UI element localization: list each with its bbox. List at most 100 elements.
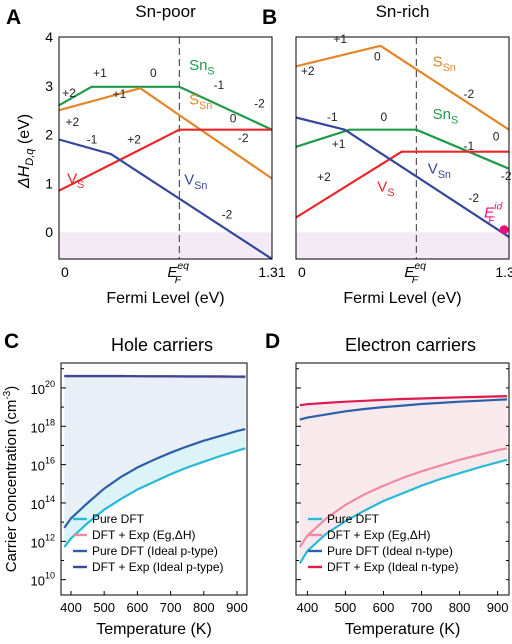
- series-label: SSn: [433, 53, 456, 74]
- x-tick-label: 600: [373, 600, 395, 615]
- charge-label: -2: [222, 208, 233, 222]
- legend-label: DFT + Exp (Ideal n-type): [327, 560, 459, 574]
- charge-label: +1: [113, 87, 127, 101]
- x-tick-label: 500: [335, 600, 357, 615]
- x-axis-label: Fermi Level (eV): [343, 290, 461, 307]
- chart-panel-d: 400 500 600 700 800 900 Temperature (K) Electro…: [295, 335, 510, 638]
- x-tick-label: 0: [61, 264, 69, 280]
- x-tick-label: 400: [60, 600, 82, 615]
- charge-label: -2: [463, 87, 474, 101]
- x-tick-label: 800: [193, 600, 215, 615]
- charge-label: 0: [374, 49, 381, 63]
- series-label: SnS: [433, 106, 459, 127]
- chart-panel-c: 400 500 600 700 800 900 Temperature (K) 1010 101…: [2, 335, 248, 638]
- series-line: [64, 374, 246, 378]
- charge-label: -1: [327, 110, 338, 124]
- panel-letter-d: D: [265, 330, 280, 353]
- series-line: [298, 447, 508, 548]
- charge-label: +1: [333, 32, 347, 46]
- charge-label: 0: [150, 66, 157, 80]
- series-label: SnS: [189, 57, 215, 78]
- legend-label: Pure DFT (Ideal n-type): [327, 544, 453, 558]
- band-gap-shade: [296, 232, 509, 259]
- series-label: VS: [377, 179, 394, 200]
- series-line-sn-s: [295, 128, 510, 170]
- x-axis-label: Temperature (K): [345, 621, 461, 638]
- x-tick-label: 900: [487, 600, 509, 615]
- charge-label: 0: [493, 129, 500, 143]
- legend-label: DFT + Exp (Ideal p-type): [92, 560, 224, 574]
- charge-label: +2: [301, 64, 315, 78]
- legend-label: Pure DFT: [92, 512, 145, 526]
- charge-label: +2: [62, 86, 76, 100]
- panel-title: Electron carriers: [345, 335, 476, 355]
- panel-title: Sn-rich: [376, 2, 430, 21]
- charge-label: -2: [501, 169, 512, 183]
- series-line: [63, 447, 246, 548]
- legend-label: DFT + Exp (Eg,ΔH): [92, 528, 195, 542]
- y-tick-label: 0: [45, 224, 53, 240]
- y-tick-label: 2: [45, 127, 53, 143]
- series-line-s-sn: [58, 87, 273, 180]
- chart-panel-b: +1 +2 0 -2 -1 0 -1 0 -2 +1 +2 -2 SSn SnS VS VSn Eid F Sn-r…: [295, 2, 512, 307]
- series-line: [298, 458, 508, 564]
- series-line: [299, 398, 508, 421]
- charge-label: 0: [381, 110, 388, 124]
- series-line: [299, 395, 508, 407]
- x-tick-label: 0: [298, 264, 306, 280]
- y-tick-label: 1018: [31, 417, 55, 435]
- shaded-region: [64, 429, 246, 548]
- charge-label: +2: [66, 115, 80, 129]
- plot-frame: [60, 362, 248, 596]
- x-tick-label: 700: [411, 600, 433, 615]
- charge-label: +1: [93, 66, 107, 80]
- y-tick-label: 1020: [31, 379, 55, 397]
- y-tick-label: 1010: [31, 571, 55, 589]
- legend-label: Pure DFT: [327, 512, 380, 526]
- y-tick-label: 1012: [31, 532, 55, 550]
- y-tick-label: 1: [45, 175, 53, 191]
- ef-eq-tick-label: Eeq F: [404, 260, 426, 286]
- charge-label: -2: [254, 97, 265, 111]
- x-tick-label: 1.31: [258, 264, 285, 280]
- series-line: [63, 428, 246, 529]
- x-axis-label: Fermi Level (eV): [106, 290, 224, 307]
- series-line-v-s: [58, 128, 272, 192]
- series-line-s-sn: [295, 44, 510, 131]
- shaded-region: [299, 396, 508, 564]
- series-label: VSn: [428, 161, 451, 182]
- charge-label: -2: [468, 191, 479, 205]
- panel-title: Hole carriers: [111, 335, 213, 355]
- band-gap-shade: [59, 232, 272, 259]
- charge-label: -1: [463, 139, 474, 153]
- y-tick-label: 1016: [31, 456, 55, 474]
- panel-letter-b: B: [262, 6, 277, 29]
- series-label: VSn: [184, 171, 207, 192]
- y-tick-label: 4: [45, 29, 53, 45]
- charge-label: -1: [87, 132, 98, 146]
- series-line-v-sn: [295, 116, 510, 238]
- panel-letter-c: C: [4, 330, 19, 353]
- x-tick-label: 400: [297, 600, 319, 615]
- x-tick-label: 500: [93, 600, 115, 615]
- panel-letter-a: A: [6, 6, 21, 29]
- series-line-v-sn: [58, 138, 273, 260]
- charge-label: -2: [238, 131, 249, 145]
- x-tick-label: 700: [160, 600, 182, 615]
- charge-label: +2: [127, 132, 141, 146]
- charge-label: +2: [317, 170, 331, 184]
- y-axis-label: ΔHD,q (eV): [16, 114, 36, 189]
- charge-label: +1: [332, 137, 346, 151]
- ef-eq-tick-label: Eeq F: [167, 260, 189, 286]
- y-axis-label: Carrier Concentration (cm-3): [2, 386, 20, 572]
- series-label: VS: [67, 170, 84, 191]
- x-tick-label: 1.31: [495, 264, 512, 280]
- y-tick-label: 1014: [31, 494, 55, 512]
- legend-label: DFT + Exp (Eg,ΔH): [327, 528, 430, 542]
- ef-ideal-marker: [499, 225, 509, 235]
- legend-label: Pure DFT (Ideal p-type): [92, 544, 218, 558]
- series-label: SSn: [189, 91, 212, 112]
- x-axis-label: Temperature (K): [96, 621, 212, 638]
- series-line-sn-s: [58, 85, 273, 131]
